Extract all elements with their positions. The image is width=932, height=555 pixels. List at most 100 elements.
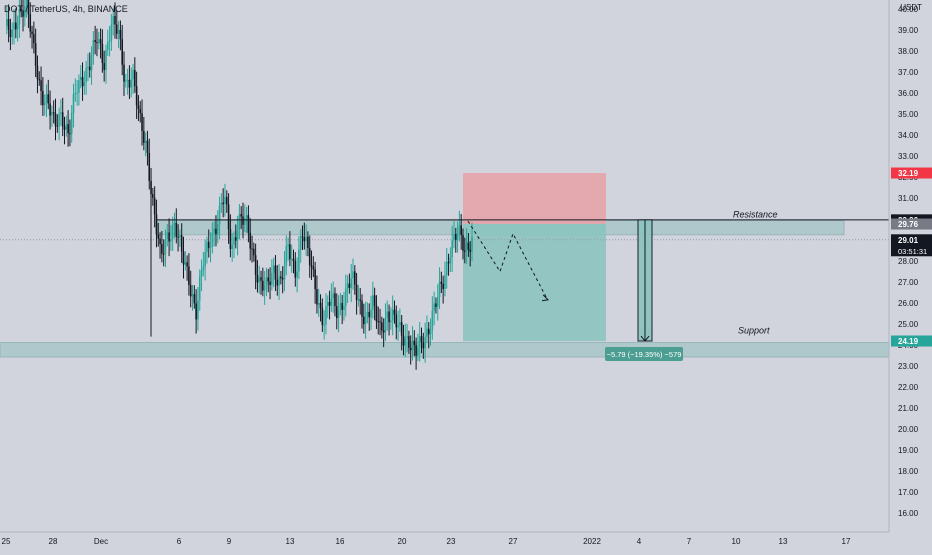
candle-body <box>128 79 131 88</box>
candle-body <box>319 303 322 308</box>
candle-body <box>209 246 212 248</box>
candle-body <box>308 247 311 266</box>
candle-body <box>364 316 367 325</box>
candle-body <box>92 40 95 56</box>
candle-body <box>240 214 243 217</box>
candle-body <box>254 255 257 275</box>
price-tick-label: 39.00 <box>898 26 919 35</box>
symbol-title: DOT / TetherUS, 4h, BINANCE <box>4 4 128 14</box>
candle-body <box>301 236 304 238</box>
candle-body <box>224 196 226 205</box>
time-tick-label: 25 <box>2 537 11 546</box>
candle-body <box>334 293 336 307</box>
candle-body <box>458 225 461 234</box>
candle-body <box>316 289 318 305</box>
candle-body <box>339 303 342 310</box>
candle-body <box>292 258 295 262</box>
time-tick-label: 2022 <box>583 537 601 546</box>
candle-body <box>276 279 279 286</box>
candle-body <box>207 241 210 248</box>
candle-body <box>76 92 78 94</box>
candle-body <box>168 232 170 242</box>
candle-body <box>305 236 307 242</box>
price-tick-label: 25.00 <box>898 320 919 329</box>
candle-body <box>227 204 230 230</box>
candle-body <box>348 283 351 288</box>
candle-body <box>157 234 160 239</box>
candle-body <box>422 342 425 349</box>
candle-body <box>87 66 89 68</box>
candle-body <box>467 242 470 250</box>
price-label-entry: 29.76 <box>898 220 919 229</box>
candle-body <box>85 67 87 83</box>
candle-body <box>384 318 387 333</box>
candle-body <box>173 222 176 225</box>
overlay-layer: −5.79 (−19.35%) −579 Resistance Support <box>157 209 889 362</box>
candle-body <box>296 271 298 278</box>
candle-body <box>321 307 324 326</box>
candle-body <box>225 196 228 205</box>
candle-body <box>110 24 113 41</box>
candle-body <box>170 238 172 242</box>
candle-body <box>164 239 167 254</box>
candle-body <box>253 248 255 256</box>
candle-body <box>159 238 161 244</box>
time-tick-label: 27 <box>509 537 518 546</box>
candle-body <box>20 9 23 11</box>
candle-body <box>408 336 410 348</box>
price-tick-label: 21.00 <box>898 404 919 413</box>
take-profit-zone <box>463 224 606 342</box>
candle-body <box>101 43 104 63</box>
candle-body <box>36 65 39 80</box>
time-tick-label: 9 <box>227 537 232 546</box>
measure-label-bg <box>605 347 683 362</box>
candle-body <box>7 19 10 30</box>
candle-body <box>117 29 120 34</box>
time-tick-label: Dec <box>94 537 108 546</box>
candle-body <box>146 140 149 154</box>
candle-body <box>353 271 356 285</box>
candle-body <box>344 288 347 306</box>
candle-body <box>45 94 48 103</box>
price-tick-label: 40.00 <box>898 5 919 14</box>
price-tick-label: 19.00 <box>898 446 919 455</box>
candle-body <box>299 236 302 250</box>
candle-body <box>141 113 143 131</box>
candle-body <box>132 69 134 80</box>
candle-body <box>379 321 381 323</box>
candle-body <box>123 64 125 82</box>
candle-body <box>317 303 320 305</box>
candle-body <box>220 202 223 206</box>
candle-body <box>179 235 181 237</box>
candle-body <box>67 124 69 134</box>
time-tick-label: 13 <box>286 537 295 546</box>
candle-body <box>233 237 235 246</box>
price-tick-label: 34.00 <box>898 131 919 140</box>
candle-body <box>442 283 444 289</box>
candle-body <box>52 111 55 114</box>
candle-body <box>247 215 250 233</box>
candle-body <box>33 34 35 44</box>
candle-body <box>469 249 471 252</box>
candle-body <box>289 244 291 260</box>
candle-body <box>352 271 354 279</box>
candle-body <box>445 261 448 276</box>
candle-body <box>328 302 331 306</box>
candle-body <box>38 79 41 81</box>
candle-body <box>332 293 334 299</box>
candle-body <box>213 228 215 233</box>
candle-body <box>162 253 165 255</box>
candle-body <box>65 124 68 130</box>
candle-body <box>177 236 179 238</box>
candle-body <box>88 66 91 71</box>
candle-body <box>399 322 401 326</box>
time-axis[interactable]: 25 28 Dec 6 9 13 16 20 23 27 2022 4 7 10 13 17 <box>2 537 851 546</box>
price-tick-label: 16.00 <box>898 509 919 518</box>
candle-body <box>60 112 62 114</box>
candle-body <box>96 42 98 44</box>
currency-label: USDT <box>900 3 922 12</box>
candle-body <box>47 94 50 104</box>
candle-body <box>323 324 325 326</box>
